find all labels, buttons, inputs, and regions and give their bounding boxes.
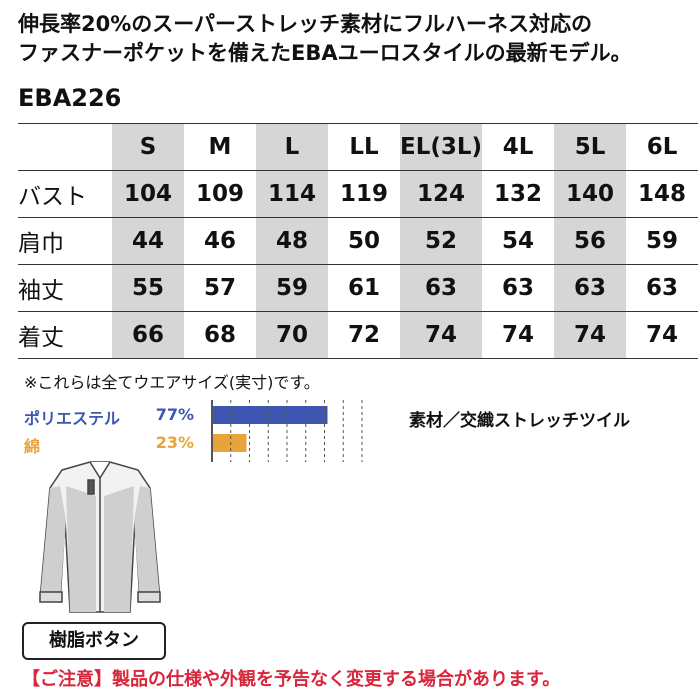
size-value-cell: 44 [112,217,184,265]
size-value-cell: 66 [112,311,184,359]
size-value-cell: 46 [184,217,256,265]
resin-button-label: 樹脂ボタン [22,622,166,660]
size-value-cell: 104 [112,170,184,218]
description-line-1: 伸長率20%のスーパーストレッチ素材にフルハーネス対応の [18,12,593,36]
size-value-cell: 124 [400,170,483,218]
size-value-cell: 70 [256,311,328,359]
size-header-cell: LL [328,123,400,171]
description-line-2: ファスナーポケットを備えたEBAユーロスタイルの最新モデル。 [18,41,632,65]
size-header-cell: L [256,123,328,171]
size-header-cell: 5L [554,123,627,171]
size-value-cell: 63 [626,264,699,312]
size-row: バスト 104 109 114 119 124 132 140 148 [18,170,699,218]
size-value-cell: 63 [400,264,483,312]
size-value-cell: 50 [328,217,400,265]
material-percent-cotton: 23% [155,433,194,452]
model-code: EBA226 [18,84,122,112]
material-bar [212,434,247,452]
size-value-cell: 61 [328,264,400,312]
size-row-label: バスト [18,170,112,218]
size-value-cell: 63 [482,264,555,312]
material-bar [212,406,328,424]
size-value-cell: 63 [554,264,627,312]
size-value-cell: 48 [256,217,328,265]
size-value-cell: 54 [482,217,555,265]
size-row: 肩巾 44 46 48 50 52 54 56 59 [18,217,699,265]
size-header-cell: EL(3L) [400,123,483,171]
size-row: 着丈 66 68 70 72 74 74 74 74 [18,311,699,359]
size-value-cell: 148 [626,170,699,218]
size-value-cell: 74 [554,311,627,359]
material-percent-polyester: 77% [155,405,194,424]
material-name-polyester: ポリエステル [24,409,121,428]
size-value-cell: 114 [256,170,328,218]
size-value-cell: 72 [328,311,400,359]
size-value-cell: 119 [328,170,400,218]
size-value-cell: 68 [184,311,256,359]
size-row-label: 肩巾 [18,217,112,265]
size-value-cell: 140 [554,170,627,218]
size-row-label: 袖丈 [18,264,112,312]
material-mix-bars [211,400,363,462]
fabric-type: 素材／交織ストレッチツイル [409,411,630,431]
jacket-illustration [39,461,161,613]
size-value-cell: 52 [400,217,483,265]
size-value-cell: 57 [184,264,256,312]
size-row: 袖丈 55 57 59 61 63 63 63 63 [18,264,699,312]
size-value-cell: 56 [554,217,627,265]
size-table: S M L LL EL(3L) 4L 5L 6L バスト 104 109 114 119 124 132 1… [18,123,699,359]
material-name-cotton: 綿 [24,437,41,456]
caution-notice: 【ご注意】製品の仕様や外観を予告なく変更する場合があります。 [22,669,561,690]
size-header-row: S M L LL EL(3L) 4L 5L 6L [18,123,699,171]
product-description: 伸長率20%のスーパーストレッチ素材にフルハーネス対応の ファスナーポケットを備… [18,10,632,68]
size-value-cell: 74 [626,311,699,359]
size-header-cell: M [184,123,256,171]
size-value-cell: 55 [112,264,184,312]
size-header-cell: 4L [482,123,555,171]
size-header-cell: 6L [626,123,699,171]
size-value-cell: 74 [400,311,483,359]
size-value-cell: 132 [482,170,555,218]
size-value-cell: 59 [256,264,328,312]
size-header-corner [18,123,112,171]
size-value-cell: 109 [184,170,256,218]
size-header-cell: S [112,123,184,171]
size-value-cell: 74 [482,311,555,359]
size-value-cell: 59 [626,217,699,265]
size-note: ※これらは全てウエアサイズ(実寸)です。 [24,373,320,392]
size-row-label: 着丈 [18,311,112,359]
